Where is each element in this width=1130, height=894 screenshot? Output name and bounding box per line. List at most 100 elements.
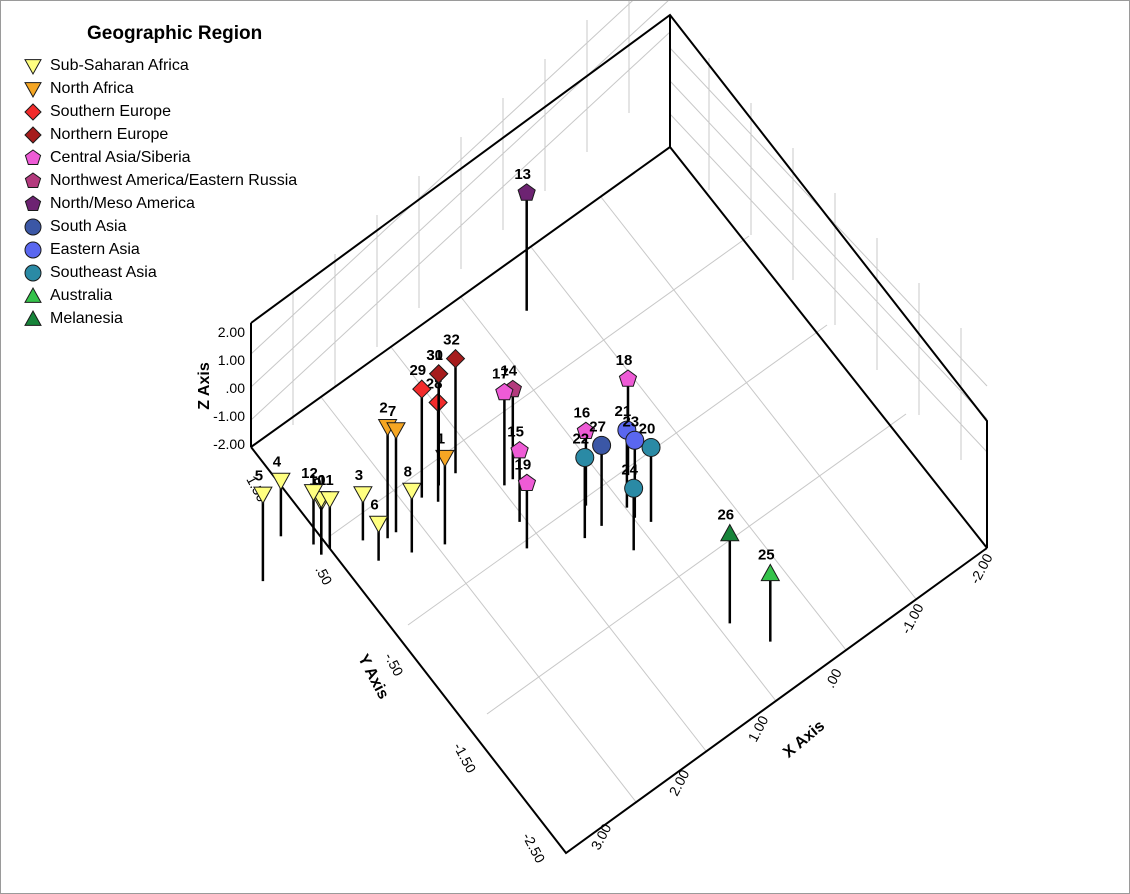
- data-point: 25: [758, 546, 781, 642]
- point-label: 24: [621, 461, 638, 478]
- point-label: 27: [589, 418, 606, 435]
- legend-item: North/Meso America: [23, 193, 195, 215]
- legend-item: Australia: [23, 285, 112, 307]
- point-label: 13: [514, 166, 531, 183]
- point-marker: [576, 421, 595, 439]
- data-point: 32: [443, 332, 466, 474]
- point-marker: [618, 369, 638, 387]
- x-tick: -1.00: [898, 601, 927, 637]
- data-point: 20: [639, 421, 661, 522]
- point-label: 15: [507, 424, 524, 441]
- point-label: 25: [758, 546, 775, 563]
- box-outline: [250, 13, 988, 855]
- data-point: 24: [621, 461, 644, 551]
- diamond-marker-icon: [24, 103, 42, 121]
- data-point: 17: [492, 365, 514, 486]
- data-point: 7: [386, 403, 406, 533]
- legend-item-label: Northern Europe: [50, 126, 169, 143]
- point-label: 18: [616, 352, 633, 369]
- point-label: 7: [388, 403, 396, 420]
- point-label: 20: [639, 421, 656, 438]
- point-label: 23: [622, 413, 639, 430]
- plot-box: [250, 1, 988, 855]
- data-point: 12: [301, 465, 324, 545]
- legend-item: Northwest America/Eastern Russia: [23, 170, 297, 192]
- point-marker: [319, 491, 340, 509]
- point-label: 12: [301, 465, 318, 482]
- point-marker: [271, 472, 291, 491]
- point-marker: [517, 183, 536, 201]
- legend-item: Eastern Asia: [23, 239, 140, 261]
- data-point: 1: [435, 431, 455, 545]
- point-label: 17: [492, 365, 509, 382]
- pentagon-marker-icon: [24, 172, 42, 188]
- triangle-up-marker-icon: [24, 309, 42, 326]
- points-layer: 12 73456891011121314151617181920212223242…: [253, 166, 781, 642]
- x-tick: 1.00: [745, 713, 772, 745]
- point-label: 14: [500, 362, 517, 379]
- legend-title: Geographic Region: [87, 23, 263, 44]
- back-wall-grid: [250, 1, 988, 460]
- legend-item-label: Sub-Saharan Africa: [50, 57, 189, 74]
- data-point: 13: [514, 166, 536, 311]
- legend-item-label: Melanesia: [50, 310, 123, 327]
- z-tick: 1.00: [218, 352, 245, 368]
- z-axis-ticks: 2.00 1.00 .00 -1.00 -2.00: [213, 324, 245, 452]
- legend-item-label: Northwest America/Eastern Russia: [50, 172, 298, 189]
- legend-item-label: South Asia: [50, 218, 127, 235]
- point-marker: [625, 430, 645, 450]
- pentagon-marker-icon: [24, 195, 42, 211]
- legend-item: Northern Europe: [23, 124, 168, 146]
- data-point: 5: [253, 467, 273, 582]
- data-point: 27: [589, 418, 612, 526]
- point-label: 30: [426, 347, 443, 364]
- circle-marker-icon: [24, 264, 42, 282]
- point-marker: [412, 379, 432, 399]
- point-label: 4: [273, 454, 282, 471]
- y-tick: -2.50: [519, 830, 548, 866]
- data-point: 19: [515, 456, 537, 549]
- point-marker: [253, 486, 273, 505]
- data-point: 3: [353, 467, 373, 541]
- point-label: 8: [404, 464, 412, 481]
- point-label: 29: [409, 362, 426, 379]
- point-marker: [428, 364, 449, 384]
- point-label: 16: [574, 404, 591, 421]
- data-point: 22: [572, 431, 595, 539]
- y-tick: -.50: [381, 650, 407, 679]
- legend-item-label: North/Meso America: [50, 195, 195, 212]
- triangle-down-marker-icon: [24, 82, 42, 99]
- point-label: 32: [443, 332, 460, 349]
- x-tick: 2.00: [666, 767, 693, 799]
- point-marker: [719, 523, 740, 542]
- z-tick: -2.00: [213, 436, 245, 452]
- point-marker: [510, 440, 529, 459]
- data-point: 6: [368, 497, 389, 561]
- legend-item: Central Asia/Siberia: [23, 147, 191, 169]
- point-label: 3: [355, 467, 363, 484]
- point-label: 6: [370, 497, 378, 514]
- z-axis-title: Z Axis: [196, 362, 213, 410]
- point-label: 1: [437, 431, 445, 448]
- point-marker: [641, 437, 661, 457]
- legend-item-label: North Africa: [50, 80, 134, 97]
- point-marker: [760, 563, 781, 582]
- data-point: 26: [717, 507, 740, 624]
- z-tick: .00: [226, 380, 246, 396]
- point-marker: [353, 486, 373, 504]
- circle-marker-icon: [24, 218, 42, 236]
- triangle-down-marker-icon: [24, 59, 42, 76]
- point-label: 21: [615, 403, 632, 420]
- data-point: 29: [409, 362, 432, 498]
- pentagon-marker-icon: [24, 149, 42, 165]
- legend-item: Southern Europe: [23, 101, 171, 123]
- data-point: 4: [271, 454, 291, 537]
- legend-item-label: Southern Europe: [50, 103, 171, 120]
- point-label: 26: [717, 507, 734, 524]
- x-tick: 3.00: [588, 821, 615, 853]
- z-tick: 2.00: [218, 324, 245, 340]
- legend-item: Sub-Saharan Africa: [23, 55, 189, 77]
- legend-item-label: Central Asia/Siberia: [50, 149, 191, 166]
